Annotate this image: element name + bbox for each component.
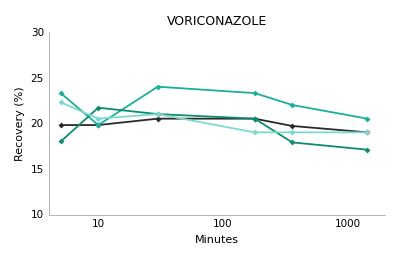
iLA	[252, 117, 257, 120]
xlung	[58, 101, 63, 104]
Line: iLA: iLA	[59, 117, 369, 134]
minilung	[58, 92, 63, 95]
iLA	[96, 123, 101, 127]
minilung	[252, 92, 257, 95]
Line: petit: petit	[59, 106, 369, 152]
petit	[155, 112, 160, 116]
petit	[252, 117, 257, 120]
xlung	[290, 131, 294, 134]
iLA	[290, 124, 294, 128]
Line: minilung: minilung	[59, 85, 369, 127]
xlung	[365, 131, 370, 134]
iLA	[155, 117, 160, 120]
xlung	[96, 117, 101, 120]
X-axis label: Minutes: Minutes	[195, 235, 239, 245]
Line: xlung: xlung	[59, 100, 369, 134]
xlung	[252, 131, 257, 134]
Title: VORICONAZOLE: VORICONAZOLE	[167, 15, 267, 28]
petit	[290, 141, 294, 144]
minilung	[365, 117, 370, 120]
petit	[58, 140, 63, 143]
minilung	[96, 123, 101, 127]
xlung	[155, 112, 160, 116]
petit	[96, 106, 101, 109]
minilung	[155, 85, 160, 88]
iLA	[58, 123, 63, 127]
minilung	[290, 103, 294, 107]
Y-axis label: Recovery (%): Recovery (%)	[15, 86, 25, 161]
petit	[365, 148, 370, 151]
iLA	[365, 131, 370, 134]
